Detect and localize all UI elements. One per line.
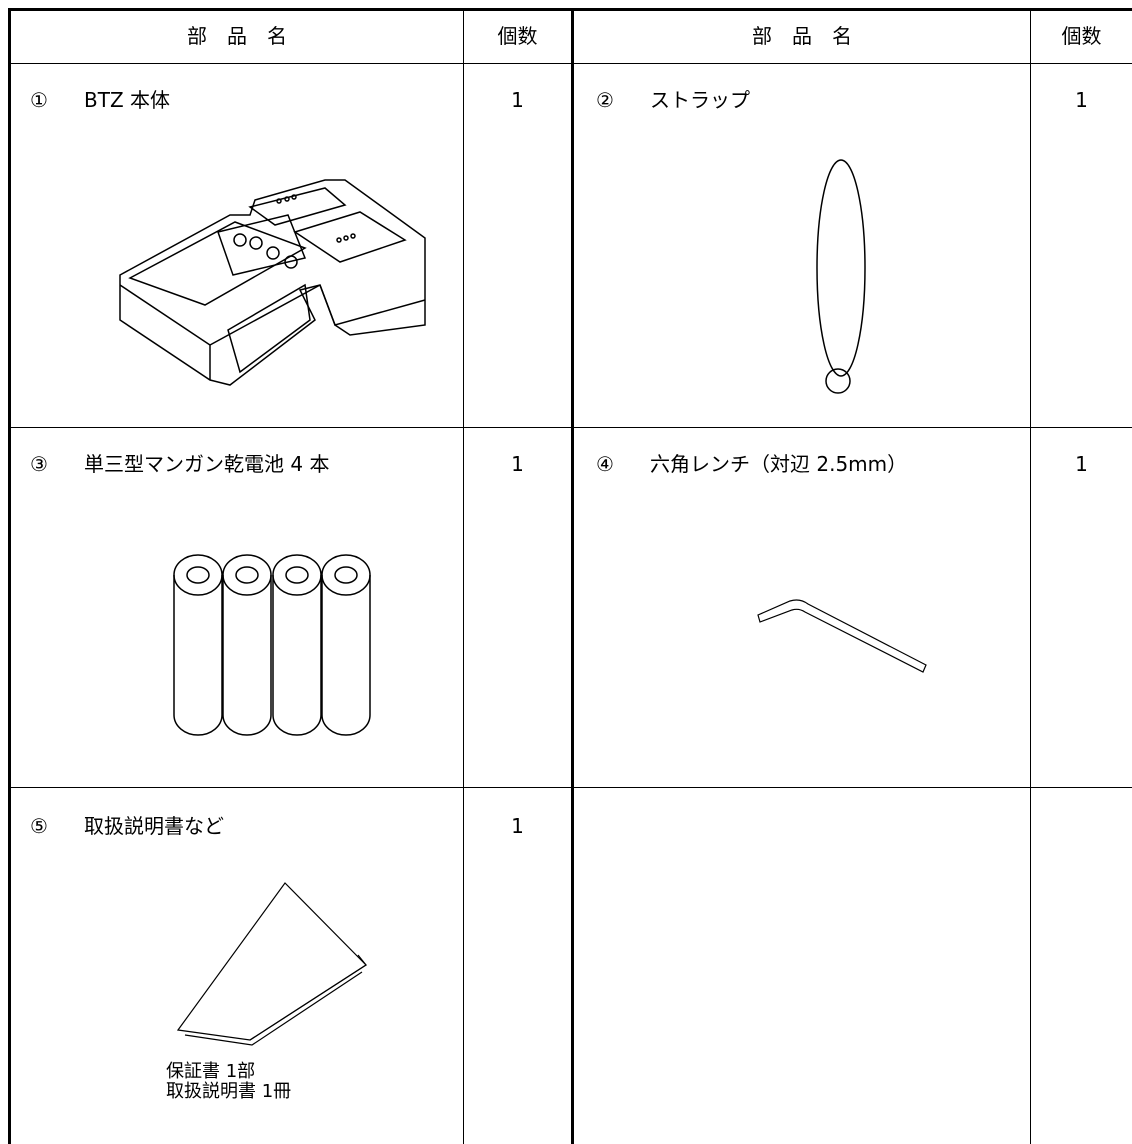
- row-line: [8, 427, 1132, 428]
- item-count: 1: [511, 88, 524, 112]
- item-count: 1: [1075, 88, 1088, 112]
- item-name: ストラップ: [650, 88, 750, 112]
- item-name: BTZ 本体: [84, 88, 170, 112]
- battery-illustration: [173, 554, 371, 736]
- item-count: 1: [1075, 452, 1088, 476]
- item-marker: ①: [30, 88, 48, 112]
- caption: 取扱説明書 1冊: [166, 1081, 292, 1102]
- device-illustration: [119, 179, 426, 386]
- item-marker: ③: [30, 452, 48, 476]
- row-line: [8, 787, 1132, 788]
- item-name: 六角レンチ（対辺 2.5mm）: [650, 452, 908, 476]
- header-part-name: 部 品 名: [752, 24, 852, 48]
- item-name: 取扱説明書など: [84, 814, 224, 838]
- col-line: [1030, 8, 1031, 1144]
- item-marker: ④: [596, 452, 614, 476]
- strap-illustration: [816, 159, 866, 394]
- item-marker: ②: [596, 88, 614, 112]
- col-divider: [571, 8, 574, 1144]
- item-name: 単三型マンガン乾電池 4 本: [84, 452, 330, 476]
- item-count: 1: [511, 814, 524, 838]
- booklet-illustration: [176, 882, 367, 1046]
- col-line: [463, 8, 464, 1144]
- border-left: [8, 8, 11, 1144]
- header-count: 個数: [1061, 24, 1102, 48]
- caption: 保証書 1部: [166, 1061, 256, 1082]
- row-line: [8, 63, 1132, 64]
- item-marker: ⑤: [30, 814, 48, 838]
- header-part-name: 部 品 名: [187, 24, 287, 48]
- header-count: 個数: [497, 24, 538, 48]
- wrench-illustration: [757, 599, 927, 673]
- item-count: 1: [511, 452, 524, 476]
- border-top: [8, 8, 1132, 11]
